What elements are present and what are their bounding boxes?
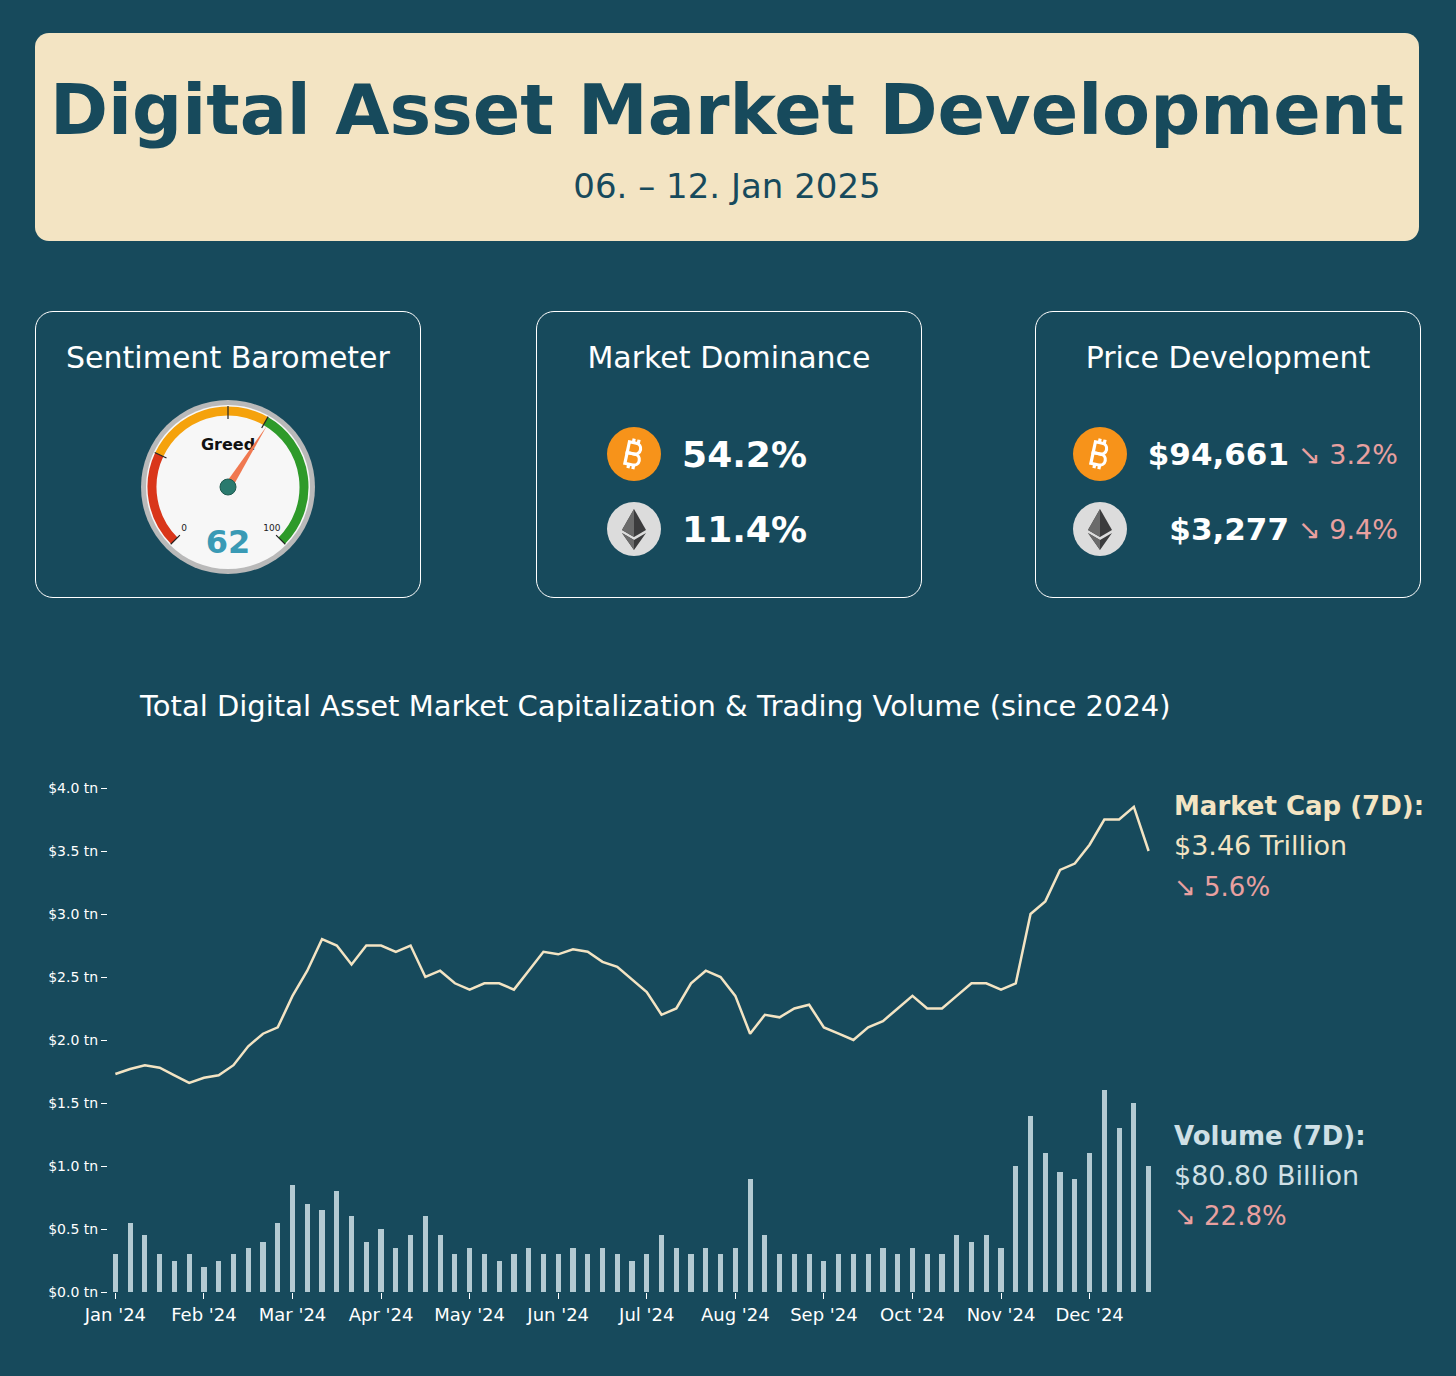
svg-text:$1.5 tn: $1.5 tn: [48, 1095, 98, 1111]
svg-text:Nov '24: Nov '24: [967, 1304, 1036, 1325]
svg-text:$3.5 tn: $3.5 tn: [48, 843, 98, 859]
html-text:06. – 12. Jan 2025: 06. – 12. Jan 2025: [573, 166, 881, 206]
svg-text:Feb '24: Feb '24: [171, 1304, 236, 1325]
svg-text:$0.0 tn: $0.0 tn: [48, 1284, 98, 1300]
svg-text:Jul '24: Jul '24: [618, 1304, 674, 1325]
svg-text:Jun '24: Jun '24: [526, 1304, 589, 1325]
svg-text:100: 100: [263, 523, 280, 533]
svg-text:$4.0 tn: $4.0 tn: [48, 780, 98, 796]
svg-text:$0.5 tn: $0.5 tn: [48, 1221, 98, 1237]
svg-text:$2.5 tn: $2.5 tn: [48, 969, 98, 985]
html-text:Digital Asset Market Developme: Digital Asset Market Development: [50, 69, 1404, 151]
svg-text:Aug '24: Aug '24: [701, 1304, 770, 1325]
svg-text:62: 62: [206, 523, 251, 561]
svg-text:↘ 5.6%: ↘ 5.6%: [1174, 872, 1270, 902]
svg-text:$3.0 tn: $3.0 tn: [48, 906, 98, 922]
svg-text:Mar '24: Mar '24: [259, 1304, 327, 1325]
svg-text:Dec '24: Dec '24: [1055, 1304, 1123, 1325]
html-text:Market Dominance: Market Dominance: [587, 340, 871, 375]
svg-text:$80.80 Billion: $80.80 Billion: [1174, 1160, 1359, 1191]
html-text:Price Development: Price Development: [1085, 340, 1371, 375]
svg-text:May '24: May '24: [434, 1304, 505, 1325]
svg-text:$1.0 tn: $1.0 tn: [48, 1158, 98, 1174]
svg-text:Total Digital Asset Market Cap: Total Digital Asset Market Capitalizatio…: [139, 689, 1171, 723]
svg-text:$3.46 Trillion: $3.46 Trillion: [1174, 830, 1347, 861]
svg-text:Volume (7D):: Volume (7D):: [1174, 1121, 1366, 1151]
html-text:54.2%: 54.2%: [682, 433, 807, 475]
svg-text:↘ 22.8%: ↘ 22.8%: [1174, 1201, 1287, 1231]
svg-text:Apr '24: Apr '24: [349, 1304, 414, 1325]
svg-text:Greed: Greed: [201, 435, 255, 454]
html-text:Sentiment Barometer: Sentiment Barometer: [66, 340, 390, 375]
svg-text:Sep '24: Sep '24: [790, 1304, 858, 1325]
html-text:$94,661 ↘ 3.2%: $94,661 ↘ 3.2%: [1147, 436, 1398, 472]
svg-text:0: 0: [181, 523, 187, 533]
svg-text:Market Cap (7D):: Market Cap (7D):: [1174, 791, 1424, 821]
svg-text:Oct '24: Oct '24: [880, 1304, 945, 1325]
svg-text:$2.0 tn: $2.0 tn: [48, 1032, 98, 1048]
html-text:11.4%: 11.4%: [682, 508, 807, 550]
svg-text:Jan '24: Jan '24: [84, 1304, 146, 1325]
html-text:$3,277 ↘ 9.4%: $3,277 ↘ 9.4%: [1169, 511, 1398, 547]
